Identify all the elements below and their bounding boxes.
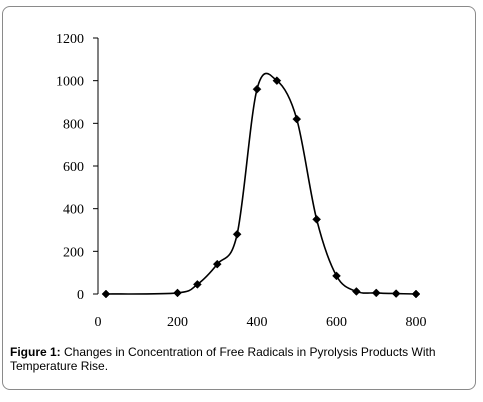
y-tick-label: 0	[77, 288, 84, 303]
y-tick-label: 1000	[56, 75, 84, 90]
data-point	[252, 84, 262, 94]
y-tick-label: 800	[63, 117, 84, 132]
x-tick-label: 0	[95, 315, 102, 330]
chart-series	[105, 72, 417, 295]
data-point	[332, 271, 341, 281]
figure-caption: Figure 1: Changes in Concentration of Fr…	[10, 345, 472, 373]
caption-text: Changes in Concentration of Free Radical…	[10, 345, 436, 373]
data-point	[212, 259, 222, 269]
data-point	[193, 280, 202, 289]
y-tick-label: 600	[63, 160, 84, 175]
data-point	[352, 287, 361, 296]
x-tick-label: 800	[406, 315, 427, 330]
chart-markers	[101, 76, 421, 299]
caption-label: Figure 1:	[10, 345, 61, 359]
x-tick-label: 400	[247, 315, 268, 330]
data-point	[371, 288, 381, 298]
x-tick-label: 200	[167, 315, 188, 330]
y-tick-label: 1200	[56, 32, 84, 47]
data-point	[391, 289, 401, 298]
y-tick-label: 200	[63, 245, 84, 260]
data-point	[232, 229, 242, 239]
data-point	[292, 114, 302, 124]
data-point	[101, 289, 111, 299]
chart-axes: 0 200 400 600 800 1000 1200 0 200 400 600 800	[56, 32, 427, 330]
series-line	[105, 72, 417, 295]
data-point	[173, 288, 182, 298]
figure-frame	[2, 6, 476, 390]
data-point	[272, 76, 282, 86]
data-point	[312, 214, 321, 224]
data-point	[411, 289, 421, 299]
y-tick-label: 400	[63, 203, 84, 218]
x-tick-label: 600	[326, 315, 347, 330]
